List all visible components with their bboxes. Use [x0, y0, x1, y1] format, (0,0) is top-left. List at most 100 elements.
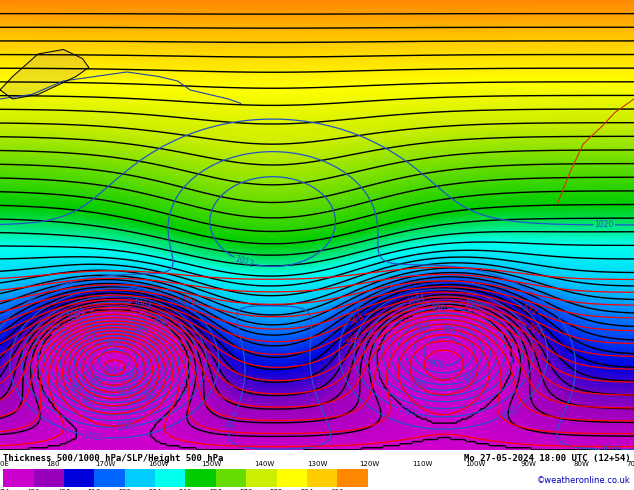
Text: 70W: 70W [626, 461, 634, 467]
Text: 560: 560 [345, 331, 363, 347]
Bar [155, 469, 185, 487]
Point [0, 446, 5, 454]
Text: Thickness 500/1000 hPa/SLP/Height 500 hPa: Thickness 500/1000 hPa/SLP/Height 500 hP… [3, 454, 224, 463]
Point [0, 446, 5, 454]
Text: 100W: 100W [465, 461, 486, 467]
Point [0, 446, 5, 454]
Point [0, 446, 5, 454]
Text: 498: 498 [57, 489, 70, 490]
Text: 960: 960 [105, 339, 120, 349]
Point [0, 446, 5, 454]
Point [0, 446, 5, 454]
Point [0, 446, 5, 454]
Point [0, 446, 5, 454]
Point [0, 446, 5, 454]
Text: 980: 980 [132, 323, 149, 338]
Point [0, 446, 5, 454]
Point [0, 446, 5, 454]
Bar [276, 469, 307, 487]
Point [0, 446, 5, 454]
Text: 546: 546 [179, 489, 192, 490]
Point [0, 446, 5, 454]
Point [0, 446, 5, 454]
Point [0, 446, 5, 454]
Point [0, 446, 5, 454]
Text: 594: 594 [301, 489, 314, 490]
Point [0, 446, 5, 454]
Text: 474: 474 [0, 489, 10, 490]
Text: 568: 568 [347, 312, 365, 327]
Point [0, 446, 5, 454]
Bar [185, 469, 216, 487]
Bar [307, 469, 337, 487]
Text: 572: 572 [521, 303, 539, 318]
Text: 1012: 1012 [83, 431, 103, 442]
Text: 1016: 1016 [226, 409, 241, 430]
Bar [246, 469, 276, 487]
Text: 140W: 140W [254, 461, 275, 467]
Text: 964: 964 [127, 366, 144, 382]
Text: 180: 180 [46, 461, 60, 467]
Point [0, 446, 5, 454]
Text: Mo 27-05-2024 18:00 UTC (12+54): Mo 27-05-2024 18:00 UTC (12+54) [464, 454, 631, 463]
Text: 564: 564 [525, 322, 543, 338]
Text: 570: 570 [240, 489, 253, 490]
Text: 90W: 90W [521, 461, 536, 467]
Text: 1008: 1008 [115, 421, 135, 432]
Text: 956: 956 [102, 365, 119, 376]
Text: 1004: 1004 [132, 298, 153, 312]
Text: 170W: 170W [96, 461, 116, 467]
Point [0, 446, 5, 454]
Point [0, 446, 5, 454]
Text: 1020: 1020 [595, 220, 614, 229]
Text: 996: 996 [431, 303, 446, 313]
Text: 576: 576 [180, 295, 198, 308]
Point [0, 446, 5, 454]
Point [0, 446, 5, 454]
Text: 976: 976 [117, 385, 133, 396]
Polygon shape [0, 49, 89, 99]
Point [0, 446, 5, 454]
Bar [64, 469, 94, 487]
Bar [94, 469, 125, 487]
Point [0, 446, 5, 454]
Text: 150W: 150W [201, 461, 221, 467]
Text: ©weatheronline.co.uk: ©weatheronline.co.uk [537, 476, 631, 485]
Text: 1016: 1016 [601, 445, 621, 454]
Text: 968: 968 [87, 374, 104, 388]
Text: 992: 992 [410, 378, 426, 392]
Text: 984: 984 [416, 321, 432, 335]
Text: 1004: 1004 [405, 293, 426, 306]
Text: 170E: 170E [0, 461, 9, 467]
Text: 1012: 1012 [498, 404, 519, 421]
Text: 80W: 80W [573, 461, 589, 467]
Text: 606: 606 [330, 489, 344, 490]
Point [0, 446, 5, 454]
Text: 558: 558 [209, 489, 223, 490]
Point [0, 446, 5, 454]
Text: 976: 976 [429, 359, 445, 370]
Point [0, 446, 5, 454]
Text: 1012: 1012 [233, 254, 254, 269]
Text: 1000: 1000 [66, 306, 87, 322]
Text: 980: 980 [442, 325, 457, 336]
Text: 582: 582 [270, 489, 283, 490]
Text: 120W: 120W [359, 461, 380, 467]
Point [0, 446, 5, 454]
Bar [34, 469, 64, 487]
Text: 522: 522 [118, 489, 131, 490]
Text: 1008: 1008 [397, 404, 418, 418]
Bar [3, 469, 34, 487]
Text: 992: 992 [79, 395, 95, 409]
Text: 988: 988 [142, 386, 159, 401]
Point [0, 446, 5, 454]
Text: 972: 972 [82, 330, 100, 344]
Text: 510: 510 [87, 489, 101, 490]
Point [0, 446, 5, 454]
Bar [216, 469, 246, 487]
Point [0, 446, 5, 454]
Text: 996: 996 [150, 315, 167, 330]
Text: 556: 556 [526, 343, 543, 360]
Text: 160W: 160W [148, 461, 169, 467]
Text: 486: 486 [27, 489, 40, 490]
